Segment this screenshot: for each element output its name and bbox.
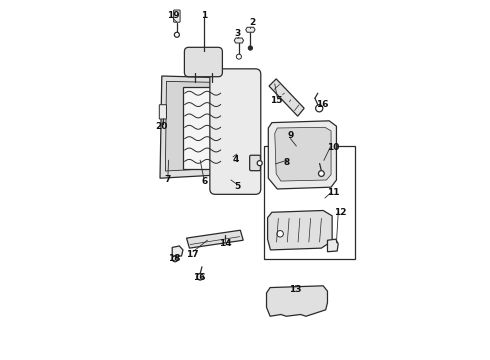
Circle shape (236, 54, 242, 59)
Text: 13: 13 (289, 284, 301, 293)
Polygon shape (166, 81, 220, 171)
Circle shape (174, 32, 179, 37)
Polygon shape (160, 76, 224, 178)
Polygon shape (269, 79, 304, 116)
Text: 20: 20 (155, 122, 168, 131)
Text: 8: 8 (283, 158, 290, 167)
Text: 16: 16 (193, 273, 206, 282)
Polygon shape (327, 239, 338, 252)
Polygon shape (187, 230, 243, 248)
Circle shape (277, 230, 283, 237)
Text: 6: 6 (201, 176, 208, 185)
Polygon shape (269, 121, 337, 189)
FancyBboxPatch shape (173, 10, 180, 22)
Text: 4: 4 (233, 155, 239, 164)
Circle shape (257, 161, 262, 166)
Polygon shape (268, 211, 332, 250)
Polygon shape (267, 286, 327, 316)
Text: 7: 7 (164, 175, 171, 184)
Text: 14: 14 (219, 239, 232, 248)
Polygon shape (275, 127, 331, 181)
Text: 19: 19 (167, 10, 180, 19)
FancyBboxPatch shape (159, 105, 167, 119)
Text: 15: 15 (270, 96, 282, 105)
Text: 2: 2 (249, 18, 255, 27)
Text: 9: 9 (287, 131, 294, 140)
Bar (264, 146, 355, 259)
Polygon shape (234, 38, 244, 43)
Text: 5: 5 (235, 182, 241, 191)
Text: 10: 10 (327, 143, 339, 152)
FancyBboxPatch shape (250, 155, 260, 171)
Circle shape (318, 171, 324, 176)
Text: 11: 11 (327, 188, 340, 197)
FancyBboxPatch shape (184, 47, 222, 77)
Text: 1: 1 (200, 10, 207, 19)
FancyBboxPatch shape (210, 69, 261, 194)
Polygon shape (245, 27, 255, 32)
Polygon shape (172, 246, 183, 256)
Text: 18: 18 (168, 255, 181, 264)
Circle shape (197, 274, 203, 280)
Circle shape (316, 105, 323, 112)
Circle shape (172, 256, 178, 262)
Text: 12: 12 (335, 208, 347, 217)
Text: 16: 16 (316, 100, 328, 109)
Text: 3: 3 (235, 29, 241, 38)
Circle shape (248, 46, 252, 50)
Text: 17: 17 (186, 250, 198, 259)
Bar (183, 87, 222, 169)
